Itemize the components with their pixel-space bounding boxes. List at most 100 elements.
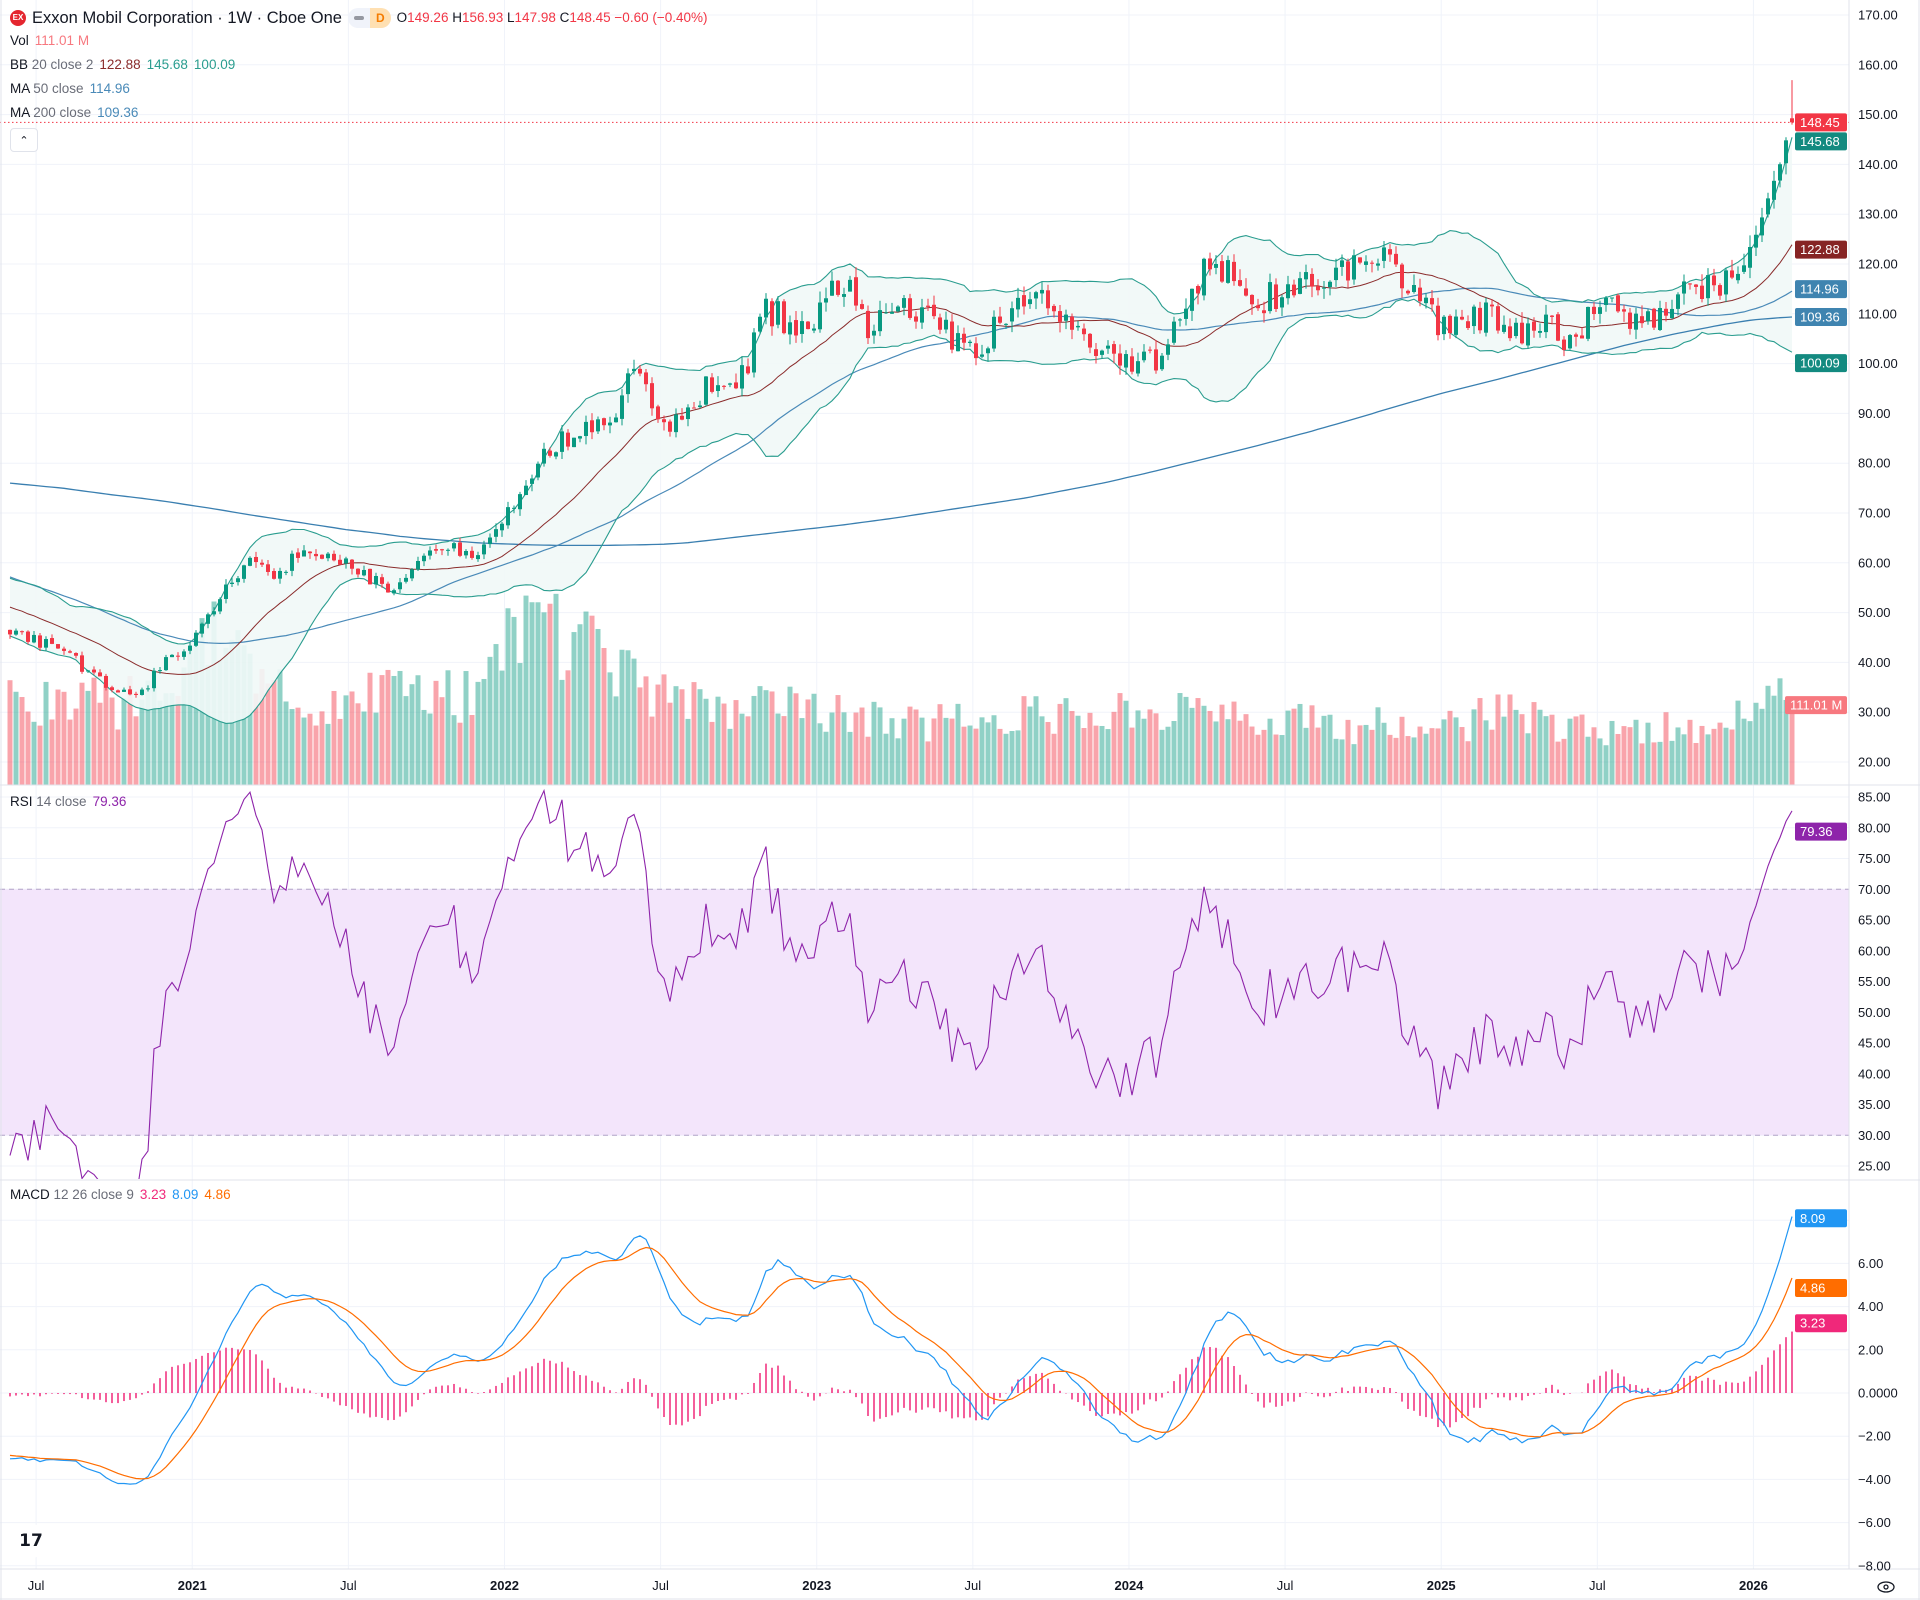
macd-pane[interactable] xyxy=(9,1216,1793,1485)
candle[interactable] xyxy=(632,368,636,372)
candle[interactable] xyxy=(464,551,468,556)
candle[interactable] xyxy=(794,320,798,336)
candle[interactable] xyxy=(1502,324,1506,332)
candle[interactable] xyxy=(1586,306,1590,339)
candle[interactable] xyxy=(806,321,810,330)
candle[interactable] xyxy=(668,421,672,432)
candle[interactable] xyxy=(854,277,858,306)
candle[interactable] xyxy=(740,365,744,389)
candle[interactable] xyxy=(1178,319,1182,321)
candle[interactable] xyxy=(1094,349,1098,356)
candle[interactable] xyxy=(314,553,318,557)
bb-legend[interactable]: BB 20 close 2 122.88 145.68 100.09 xyxy=(10,56,235,74)
bb-lower-line[interactable] xyxy=(9,298,1793,724)
candle[interactable] xyxy=(1760,217,1764,236)
candle[interactable] xyxy=(938,317,942,330)
candle[interactable] xyxy=(1256,305,1260,309)
candle[interactable] xyxy=(1412,285,1416,293)
candle[interactable] xyxy=(572,437,576,448)
candle[interactable] xyxy=(1388,249,1392,255)
candle[interactable] xyxy=(1496,306,1500,331)
candle[interactable] xyxy=(1574,334,1578,337)
candle[interactable] xyxy=(1646,311,1650,322)
candle[interactable] xyxy=(1484,302,1488,333)
candle[interactable] xyxy=(92,669,96,673)
candle[interactable] xyxy=(842,294,846,297)
candle[interactable] xyxy=(1154,349,1158,371)
candle[interactable] xyxy=(560,431,564,452)
rsi-legend[interactable]: RSI 14 close 79.36 xyxy=(10,793,126,811)
candle[interactable] xyxy=(236,578,240,583)
candle[interactable] xyxy=(1532,321,1536,331)
candle[interactable] xyxy=(1010,308,1014,322)
candle[interactable] xyxy=(1310,273,1314,287)
rsi-line[interactable] xyxy=(9,788,1793,1209)
candle[interactable] xyxy=(1610,297,1614,299)
candle[interactable] xyxy=(1676,294,1680,309)
candle[interactable] xyxy=(1130,356,1134,372)
candle[interactable] xyxy=(1508,326,1512,339)
candle[interactable] xyxy=(302,550,306,557)
candle[interactable] xyxy=(398,582,402,590)
candle[interactable] xyxy=(1664,308,1668,316)
candle[interactable] xyxy=(1592,306,1596,315)
candle[interactable] xyxy=(1262,310,1266,314)
candle[interactable] xyxy=(1730,270,1734,278)
candle[interactable] xyxy=(1544,314,1548,333)
candle[interactable] xyxy=(116,690,120,693)
candle[interactable] xyxy=(86,670,90,672)
candle[interactable] xyxy=(998,316,1002,323)
candle[interactable] xyxy=(728,383,732,385)
candle[interactable] xyxy=(278,570,282,579)
candle[interactable] xyxy=(1322,287,1326,289)
candle[interactable] xyxy=(512,507,516,509)
rsi-pane[interactable] xyxy=(0,788,1849,1209)
candle[interactable] xyxy=(290,553,294,571)
candle[interactable] xyxy=(956,333,960,352)
candle[interactable] xyxy=(902,298,906,308)
candle[interactable] xyxy=(1364,261,1368,265)
candle[interactable] xyxy=(710,377,714,392)
candle[interactable] xyxy=(974,343,978,359)
candle[interactable] xyxy=(1070,316,1074,330)
candle[interactable] xyxy=(182,651,186,657)
candle[interactable] xyxy=(296,552,300,558)
candle[interactable] xyxy=(1778,164,1782,181)
candle[interactable] xyxy=(1082,328,1086,335)
candle[interactable] xyxy=(566,432,570,447)
candle[interactable] xyxy=(1268,282,1272,312)
candle[interactable] xyxy=(212,611,216,615)
candle[interactable] xyxy=(98,672,102,677)
candle[interactable] xyxy=(68,651,72,653)
candle[interactable] xyxy=(692,407,696,409)
candle[interactable] xyxy=(1244,288,1248,296)
candle[interactable] xyxy=(1418,287,1422,302)
symbol-title[interactable]: Exxon Mobil Corporation · 1W · Cboe One xyxy=(32,9,342,27)
candle[interactable] xyxy=(1292,284,1296,296)
candle[interactable] xyxy=(1286,284,1290,299)
candle[interactable] xyxy=(1598,307,1602,314)
candle[interactable] xyxy=(764,298,768,318)
candle[interactable] xyxy=(782,301,786,334)
candle[interactable] xyxy=(1064,314,1068,321)
candle[interactable] xyxy=(170,654,174,658)
candle[interactable] xyxy=(1520,322,1524,344)
candle[interactable] xyxy=(20,631,24,633)
candle[interactable] xyxy=(1784,140,1788,164)
candle[interactable] xyxy=(1166,344,1170,355)
candle[interactable] xyxy=(638,368,642,374)
candle[interactable] xyxy=(818,302,822,330)
candle[interactable] xyxy=(1202,258,1206,296)
candle[interactable] xyxy=(74,653,78,656)
candle[interactable] xyxy=(1370,262,1374,264)
candle[interactable] xyxy=(1682,281,1686,294)
candle[interactable] xyxy=(1376,263,1380,266)
candle[interactable] xyxy=(1706,275,1710,299)
candle[interactable] xyxy=(1358,257,1362,263)
candle[interactable] xyxy=(1634,313,1638,330)
candle[interactable] xyxy=(1304,272,1308,280)
candle[interactable] xyxy=(146,688,150,690)
candle[interactable] xyxy=(734,382,738,389)
ma200-legend[interactable]: MA 200 close 109.36 xyxy=(10,104,138,122)
candle[interactable] xyxy=(488,537,492,545)
